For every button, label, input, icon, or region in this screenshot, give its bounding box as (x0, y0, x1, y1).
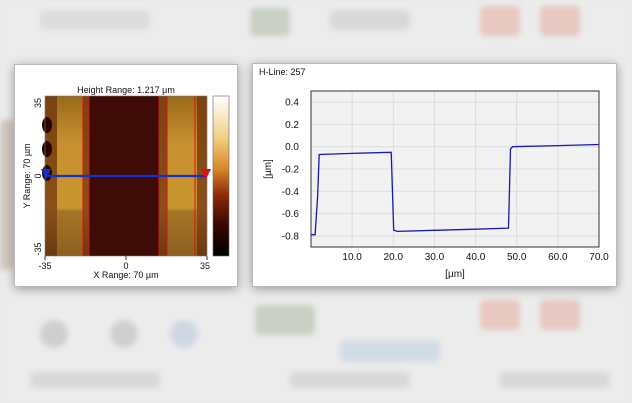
scan-line-right-marker[interactable] (201, 169, 211, 179)
y-tick-label: 0.4 (285, 98, 299, 109)
y-tick-label: -0.2 (282, 165, 300, 176)
y-range-label: Y Range: 70 µm (22, 143, 32, 208)
line-profile-panel: H-Line: 257 10.0 20.0 30.0 40.0 50.0 60.0 70.0… (252, 63, 617, 287)
x-range-label: X Range: 70 µm (93, 270, 159, 280)
scan-line-left-marker[interactable] (41, 169, 51, 179)
plot-border (310, 90, 600, 248)
y-tick-label: -0.6 (282, 209, 300, 220)
y-tick-label: -0.4 (282, 187, 300, 198)
x-tick-label: 30.0 (425, 252, 445, 263)
profile-series-line (311, 143, 600, 236)
y-tick-label: -0.8 (282, 231, 300, 242)
y-tick-label: 35 (33, 98, 43, 108)
x-tick-label: 60.0 (548, 252, 568, 263)
x-tick-label: 40.0 (466, 252, 486, 263)
y-tick-label: 0.2 (285, 120, 299, 131)
x-tick-label: 20.0 (384, 252, 404, 263)
x-tick-label: 10.0 (342, 252, 362, 263)
x-tick-label: 50.0 (507, 252, 527, 263)
y-tick-label: 0 (33, 173, 43, 178)
x-tick-label: 35 (200, 261, 210, 271)
x-tick-label: -35 (38, 261, 51, 271)
height-range-label: Height Range: 1.217 µm (77, 85, 175, 95)
y-tick-label: -35 (33, 242, 43, 255)
y-tick-label: 0.0 (285, 142, 299, 153)
x-axis (44, 256, 208, 260)
x-tick-label: 0 (123, 261, 128, 271)
height-map-panel: Height Range: 1.217 µm (14, 64, 238, 287)
x-axis-label: [µm] (445, 269, 465, 280)
height-map-svg: -35 0 35 35 0 -35 Y Range: 70 µm (22, 95, 230, 271)
profile-chart: 10.0 20.0 30.0 40.0 50.0 60.0 70.0 0.4 0.2 0.0 -0.… (263, 90, 609, 280)
h-line-label: H-Line: 257 (259, 67, 306, 77)
color-scale-bar (212, 95, 230, 257)
y-axis-label: [µm] (263, 159, 274, 179)
x-tick-label: 70.0 (589, 252, 609, 263)
